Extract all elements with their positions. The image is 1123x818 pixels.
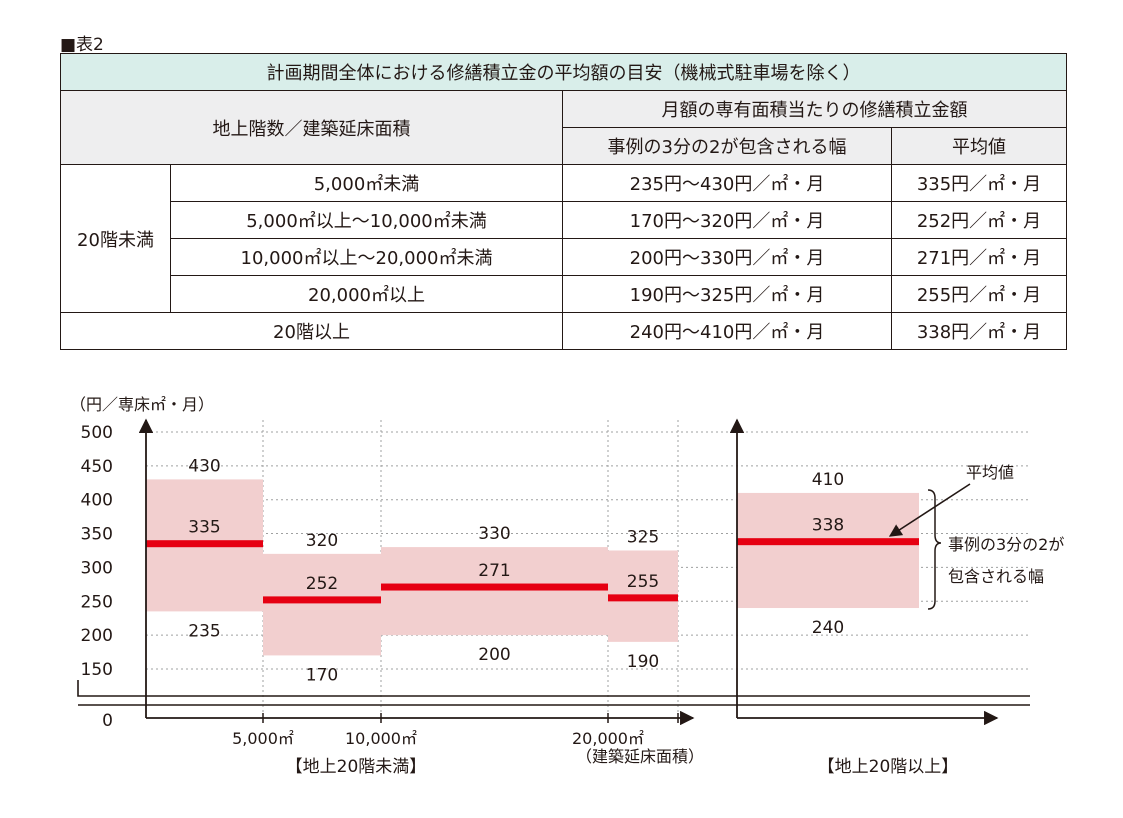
low-value-label: 170 <box>306 665 338 685</box>
row-range: 190円〜325円／㎡・月 <box>562 275 892 313</box>
x-tick-label: 20,000㎡ <box>572 729 644 748</box>
high-value-label: 325 <box>627 527 659 547</box>
header-average: 平均値 <box>891 127 1067 165</box>
row-area: 5,000㎡未満 <box>170 164 563 202</box>
average-value-label: 255 <box>627 572 659 592</box>
average-bar <box>263 596 381 604</box>
y-axis-label: （円／専床㎡・月） <box>70 395 214 414</box>
high-value-label: 330 <box>478 524 510 544</box>
row-average: 338円／㎡・月 <box>891 312 1067 350</box>
range-band <box>381 547 608 636</box>
y-tick-label: 500 <box>81 423 113 443</box>
row-average: 335円／㎡・月 <box>891 164 1067 202</box>
average-value-label: 335 <box>188 518 220 538</box>
average-value-label: 252 <box>306 574 338 594</box>
row-area: 20階以上 <box>60 312 563 350</box>
x-tick-label: 5,000㎡ <box>232 729 294 748</box>
y-tick-label: 200 <box>81 626 113 646</box>
range-band <box>737 492 919 609</box>
estimate-table: 計画期間全体における修繕積立金の平均額の目安（機械式駐車場を除く） 地上階数／建… <box>60 53 1067 350</box>
y-tick-label: 250 <box>81 592 113 612</box>
header-area: 地上階数／建築延床面積 <box>60 90 563 165</box>
average-bar <box>608 594 678 602</box>
group-label: 【地上20階未満】 <box>286 757 427 777</box>
row-range: 200円〜330円／㎡・月 <box>562 238 892 276</box>
row-average: 255円／㎡・月 <box>891 275 1067 313</box>
legend-range-brace <box>927 489 942 610</box>
y-tick-label: 400 <box>81 491 113 511</box>
low-value-label: 235 <box>188 621 220 641</box>
row-area: 20,000㎡以上 <box>170 275 563 313</box>
average-value-label: 271 <box>478 561 510 581</box>
chart-axes <box>77 418 1030 726</box>
legend-range-label: 事例の3分の2が <box>948 535 1064 554</box>
y-tick-label: 450 <box>81 457 113 477</box>
average-bar <box>737 538 919 546</box>
high-value-label: 430 <box>188 456 220 476</box>
range-chart: 500 450 400 350 300 250 200 150 0 （円／専床㎡・月） 430 335… <box>70 395 1064 777</box>
chart-labels: 500 450 400 350 300 250 200 150 0 （円／専床㎡・月） 430 335… <box>70 395 1064 777</box>
y-tick-label: 150 <box>81 660 113 680</box>
average-value-label: 338 <box>812 516 844 536</box>
row-range: 235円〜430円／㎡・月 <box>562 164 892 202</box>
legend-average-arrow <box>888 483 971 537</box>
low-value-label: 190 <box>627 652 659 672</box>
axis-break-lower <box>77 680 1030 697</box>
x-axis-label: （建築延床面積） <box>576 747 704 766</box>
group-under-20-floors: 20階未満 <box>60 164 171 313</box>
row-area: 10,000㎡以上〜20,000㎡未満 <box>170 238 563 276</box>
y-tick-label: 350 <box>81 525 113 545</box>
row-average: 271円／㎡・月 <box>891 238 1067 276</box>
y-tick-label: 0 <box>102 711 113 731</box>
legend-range-label: 包含される幅 <box>948 567 1044 586</box>
low-value-label: 200 <box>478 645 510 665</box>
header-monthly: 月額の専有面積当たりの修繕積立金額 <box>562 90 1067 128</box>
range-band <box>263 553 381 656</box>
low-value-label: 240 <box>812 618 844 638</box>
row-average: 252円／㎡・月 <box>891 201 1067 239</box>
row-range: 240円〜410円／㎡・月 <box>562 312 892 350</box>
high-value-label: 320 <box>306 531 338 551</box>
high-value-label: 410 <box>812 470 844 490</box>
average-bar <box>381 583 608 591</box>
row-range: 170円〜320円／㎡・月 <box>562 201 892 239</box>
y-tick-label: 300 <box>81 558 113 578</box>
row-area: 5,000㎡以上〜10,000㎡未満 <box>170 201 563 239</box>
table-label: ■表2 <box>60 35 104 55</box>
chart-bands <box>146 479 919 656</box>
header-range: 事例の3分の2が包含される幅 <box>562 127 892 165</box>
table-title: 計画期間全体における修繕積立金の平均額の目安（機械式駐車場を除く） <box>60 53 1067 91</box>
average-bar <box>146 540 263 548</box>
legend-average-label: 平均値 <box>966 463 1014 482</box>
group-label: 【地上20階以上】 <box>818 757 959 777</box>
x-tick-label: 10,000㎡ <box>345 729 417 748</box>
